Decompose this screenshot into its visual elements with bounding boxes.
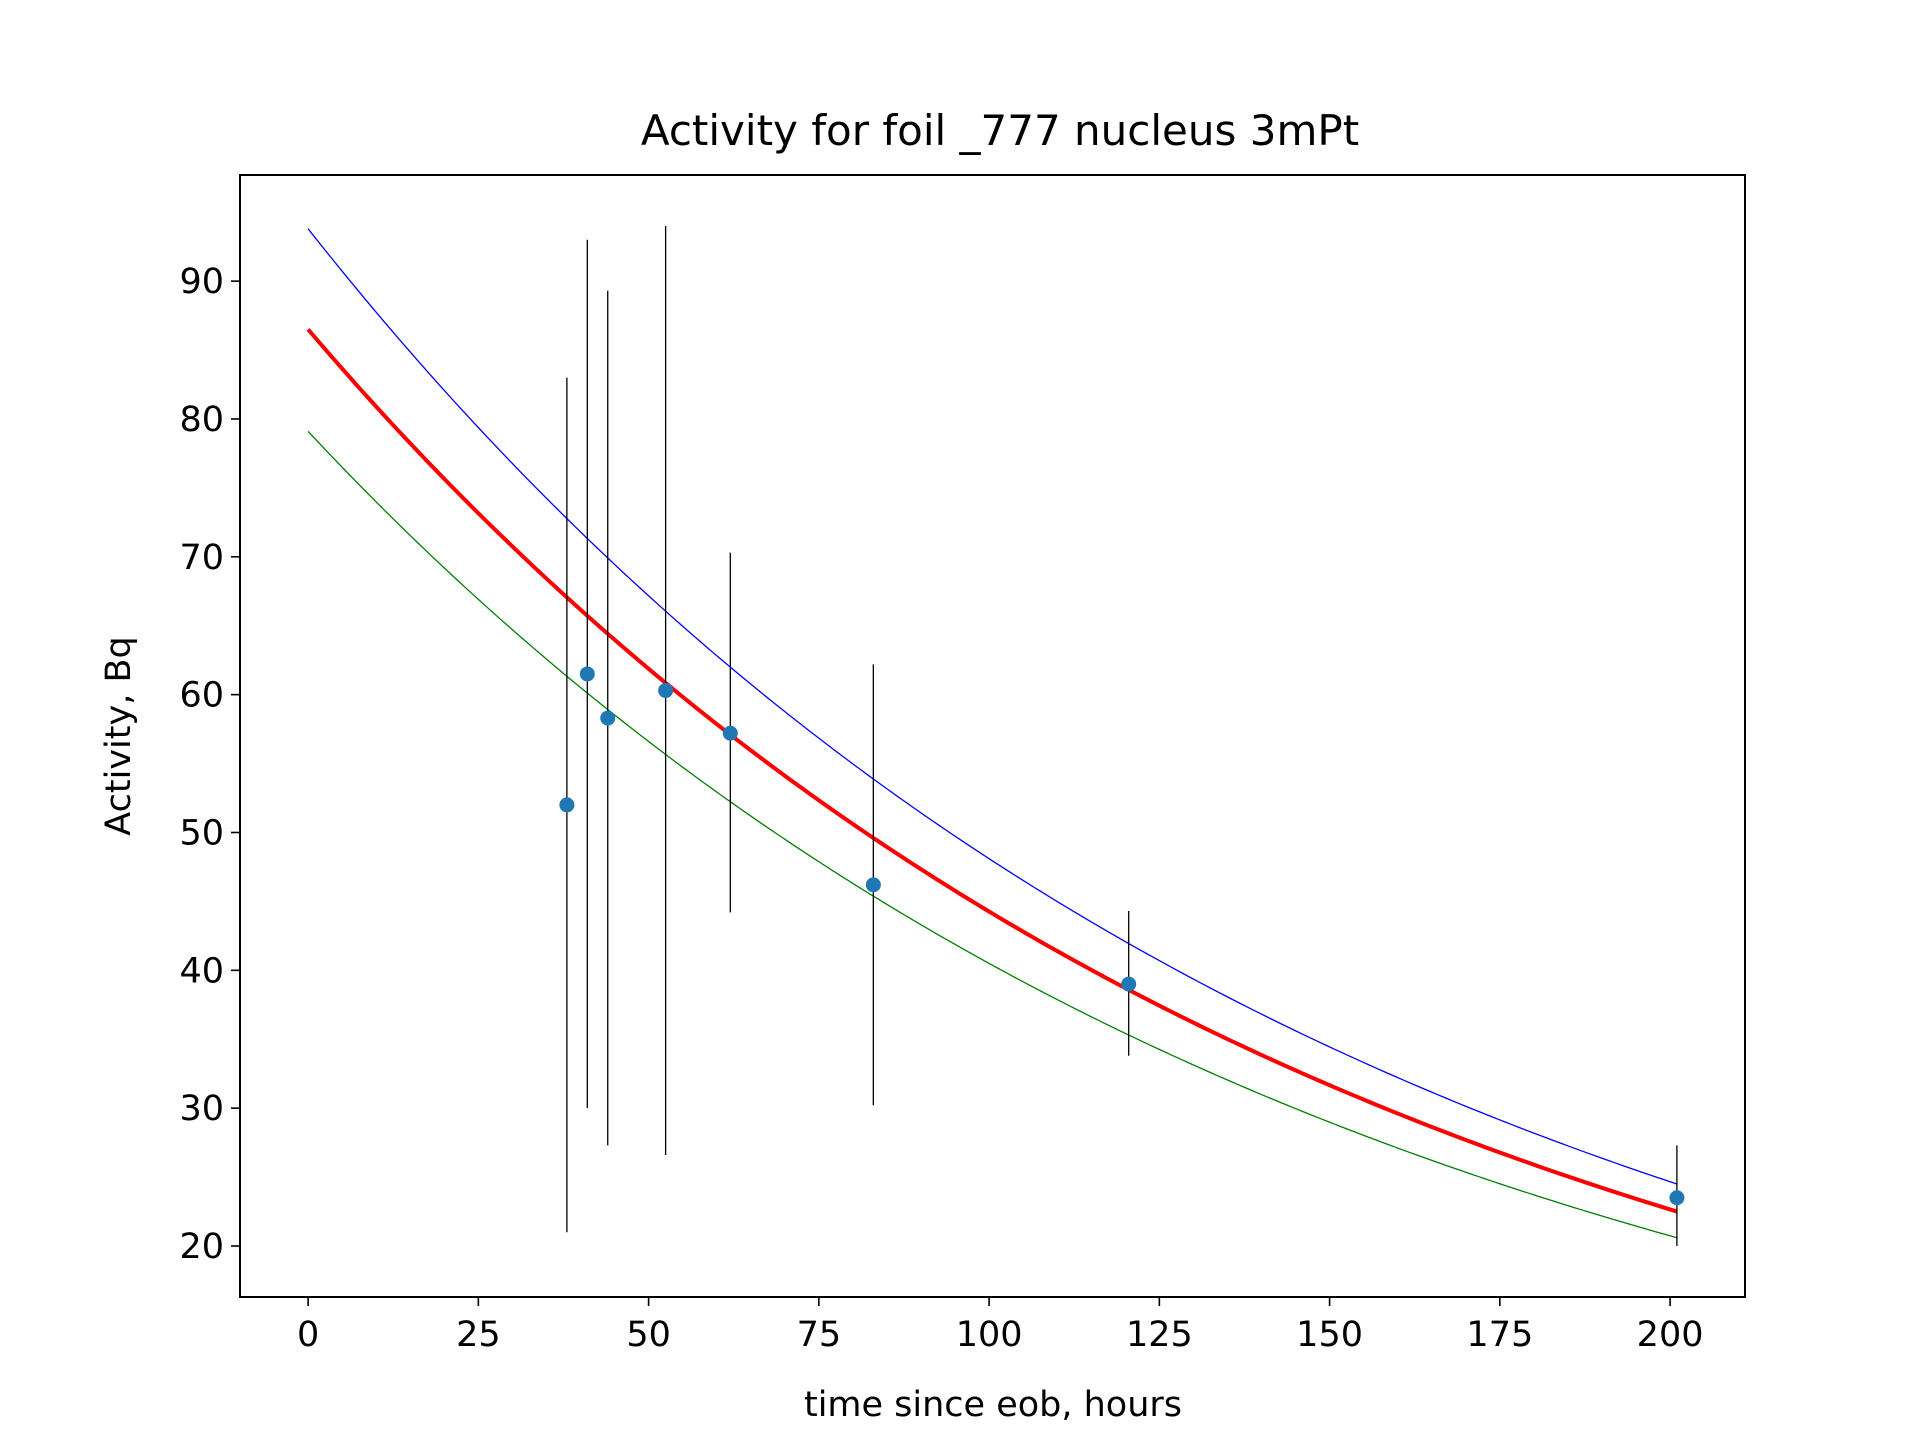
curve-lower [307, 430, 1678, 1239]
x-tick-label: 200 [1637, 1315, 1704, 1355]
x-tick-label: 175 [1466, 1315, 1533, 1355]
chart-title: Activity for foil _777 nucleus 3mPt [641, 106, 1359, 155]
curve-upper [307, 228, 1678, 1185]
x-axis-label: time since eob, hours [804, 1385, 1182, 1425]
y-tick-label: 30 [179, 1089, 224, 1129]
x-tick-label: 0 [297, 1315, 319, 1355]
data-point [579, 666, 595, 682]
y-tick-label: 80 [179, 400, 224, 440]
x-axis-ticks: 0 25 50 75 100 125 150 175 200 [297, 1297, 1704, 1355]
data-point [658, 683, 674, 699]
data-point [865, 877, 881, 893]
y-tick-label: 90 [179, 262, 224, 302]
x-tick-label: 100 [956, 1315, 1023, 1355]
y-axis-label: Activity, Bq [99, 636, 139, 835]
data-point [1669, 1190, 1685, 1206]
y-axis-ticks: 20 30 40 50 60 70 80 90 [179, 262, 240, 1267]
y-tick-label: 70 [179, 538, 224, 578]
x-tick-label: 75 [797, 1315, 842, 1355]
data-point [600, 710, 616, 726]
y-tick-label: 60 [179, 676, 224, 716]
curve-fit [306, 328, 1678, 1214]
data-point [559, 797, 575, 813]
data-points [559, 666, 1685, 1206]
x-tick-label: 25 [456, 1315, 501, 1355]
fit-curves [306, 228, 1678, 1239]
y-tick-label: 50 [179, 813, 224, 853]
x-tick-label: 125 [1126, 1315, 1193, 1355]
data-point [722, 725, 738, 741]
y-tick-label: 40 [179, 951, 224, 991]
plot-frame [239, 174, 1746, 1298]
data-point [1121, 976, 1137, 992]
x-tick-label: 50 [626, 1315, 671, 1355]
x-tick-label: 150 [1296, 1315, 1363, 1355]
y-tick-label: 20 [179, 1227, 224, 1267]
